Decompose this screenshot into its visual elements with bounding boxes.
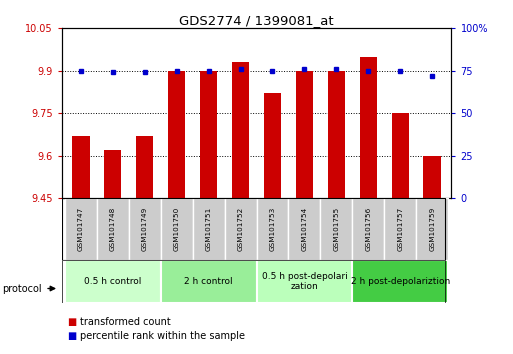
Text: GSM101747: GSM101747 — [78, 207, 84, 251]
Bar — [65, 260, 161, 303]
Text: 0.5 h post-depolari
zation: 0.5 h post-depolari zation — [262, 272, 347, 291]
Text: GSM101748: GSM101748 — [110, 207, 116, 251]
Text: ■: ■ — [67, 331, 76, 341]
Bar — [192, 198, 225, 260]
Bar — [97, 198, 129, 260]
Text: ■: ■ — [67, 317, 76, 327]
Text: GSM101750: GSM101750 — [173, 207, 180, 251]
Bar — [136, 136, 153, 198]
Bar — [391, 113, 409, 198]
Text: GSM101752: GSM101752 — [238, 207, 244, 251]
Text: protocol: protocol — [3, 284, 42, 293]
Text: GSM101756: GSM101756 — [365, 207, 371, 251]
Text: GSM101754: GSM101754 — [302, 207, 307, 251]
Bar — [321, 198, 352, 260]
Bar — [225, 198, 256, 260]
Bar — [295, 71, 313, 198]
Bar — [256, 260, 352, 303]
Text: percentile rank within the sample: percentile rank within the sample — [80, 331, 245, 341]
Bar — [264, 93, 281, 198]
Bar — [423, 156, 441, 198]
Text: GSM101759: GSM101759 — [429, 207, 435, 251]
Bar — [129, 198, 161, 260]
Bar — [328, 71, 345, 198]
Text: GSM101753: GSM101753 — [269, 207, 275, 251]
Bar — [416, 198, 448, 260]
Bar — [200, 71, 218, 198]
Bar — [232, 62, 249, 198]
Bar — [256, 198, 288, 260]
Bar — [65, 198, 97, 260]
Bar — [360, 57, 377, 198]
Bar — [161, 198, 192, 260]
Text: 2 h control: 2 h control — [184, 277, 233, 286]
Text: 0.5 h control: 0.5 h control — [84, 277, 142, 286]
Title: GDS2774 / 1399081_at: GDS2774 / 1399081_at — [179, 14, 334, 27]
Bar — [288, 198, 321, 260]
Bar — [352, 260, 448, 303]
Text: GSM101757: GSM101757 — [397, 207, 403, 251]
Bar — [352, 198, 384, 260]
Text: transformed count: transformed count — [80, 317, 170, 327]
Bar — [72, 136, 90, 198]
Bar — [161, 260, 256, 303]
Text: GSM101751: GSM101751 — [206, 207, 211, 251]
Bar — [384, 198, 416, 260]
Text: 2 h post-depolariztion: 2 h post-depolariztion — [351, 277, 450, 286]
Bar — [104, 150, 122, 198]
Text: GSM101755: GSM101755 — [333, 207, 340, 251]
Text: GSM101749: GSM101749 — [142, 207, 148, 251]
Bar — [168, 71, 185, 198]
